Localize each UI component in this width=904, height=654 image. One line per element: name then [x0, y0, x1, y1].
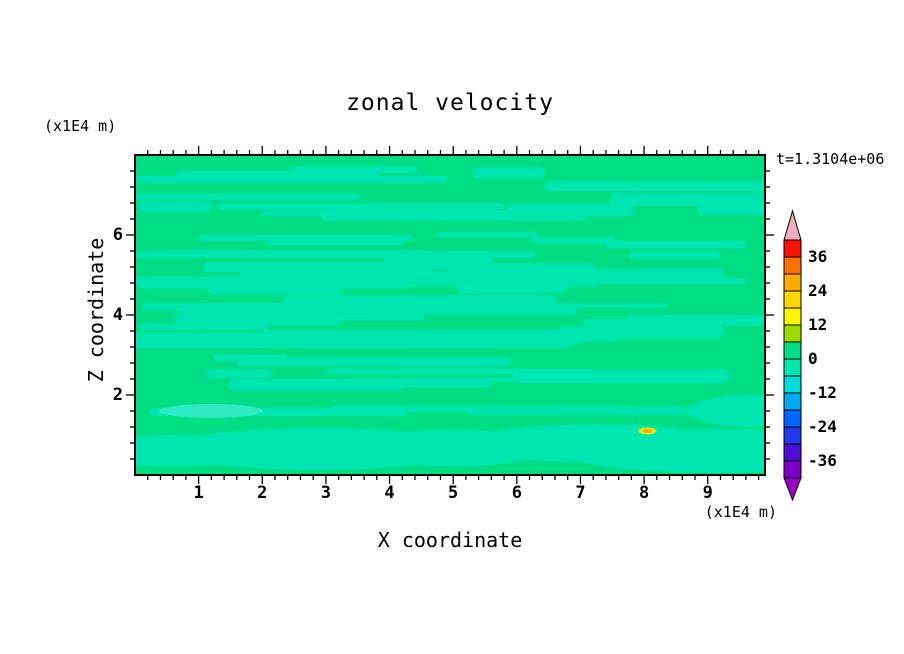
colorbar-band: [783, 358, 802, 377]
colorbar-tick-label: 24: [808, 281, 828, 300]
colorbar-tick-label: 36: [808, 247, 828, 266]
colorbar: [783, 209, 802, 502]
x-tick-label: 3: [320, 483, 332, 503]
colorbar-arrow-bottom: [783, 477, 802, 502]
colorbar-tick-label: 12: [808, 315, 828, 334]
x-tick-label: 7: [575, 483, 586, 503]
colorbar-band: [783, 426, 802, 445]
x-tick-label: 4: [384, 483, 395, 503]
colorbar-tick-label: 0: [808, 349, 818, 368]
x-axis-unit-label: (x1E4 m): [704, 503, 777, 521]
chart-title: zonal velocity: [346, 90, 554, 116]
colorbar-band: [783, 273, 802, 292]
y-tick-label: 6: [112, 225, 123, 245]
x-tick-label: 1: [193, 483, 204, 503]
colorbar-band: [783, 290, 802, 309]
colorbar-band: [783, 460, 802, 479]
x-tick-label: 5: [448, 483, 459, 503]
anomaly-patch-inner: [642, 429, 653, 433]
x-tick-label: 2: [257, 483, 268, 503]
colorbar-band: [783, 392, 802, 411]
colorbar-band: [783, 341, 802, 360]
y-axis-unit-label: (x1E4 m): [44, 117, 117, 135]
x-tick-label: 8: [638, 483, 650, 503]
colorbar-band: [783, 443, 802, 462]
colorbar-band: [783, 375, 802, 394]
x-tick-label: 6: [511, 483, 522, 503]
cyan-contour-patch: [159, 404, 264, 418]
colorbar-band: [783, 324, 802, 343]
colorbar-tick-label: -24: [808, 417, 837, 436]
colorbar-band: [783, 256, 802, 275]
x-tick-label: 9: [702, 483, 713, 503]
colorbar-tick-label: -12: [808, 383, 837, 402]
colorbar-tick-label: -36: [808, 451, 837, 470]
colorbar-arrow-top: [783, 209, 802, 241]
colorbar-band: [783, 239, 802, 258]
contour-field-texture: [135, 166, 765, 473]
y-tick-label: 2: [112, 385, 123, 405]
y-tick-label: 4: [112, 305, 123, 325]
colorbar-band: [783, 307, 802, 326]
axis-ticks: [126, 146, 774, 484]
colorbar-band: [783, 409, 802, 428]
x-axis-title: X coordinate: [377, 528, 523, 552]
time-annotation: t=1.3104e+06: [776, 150, 885, 168]
